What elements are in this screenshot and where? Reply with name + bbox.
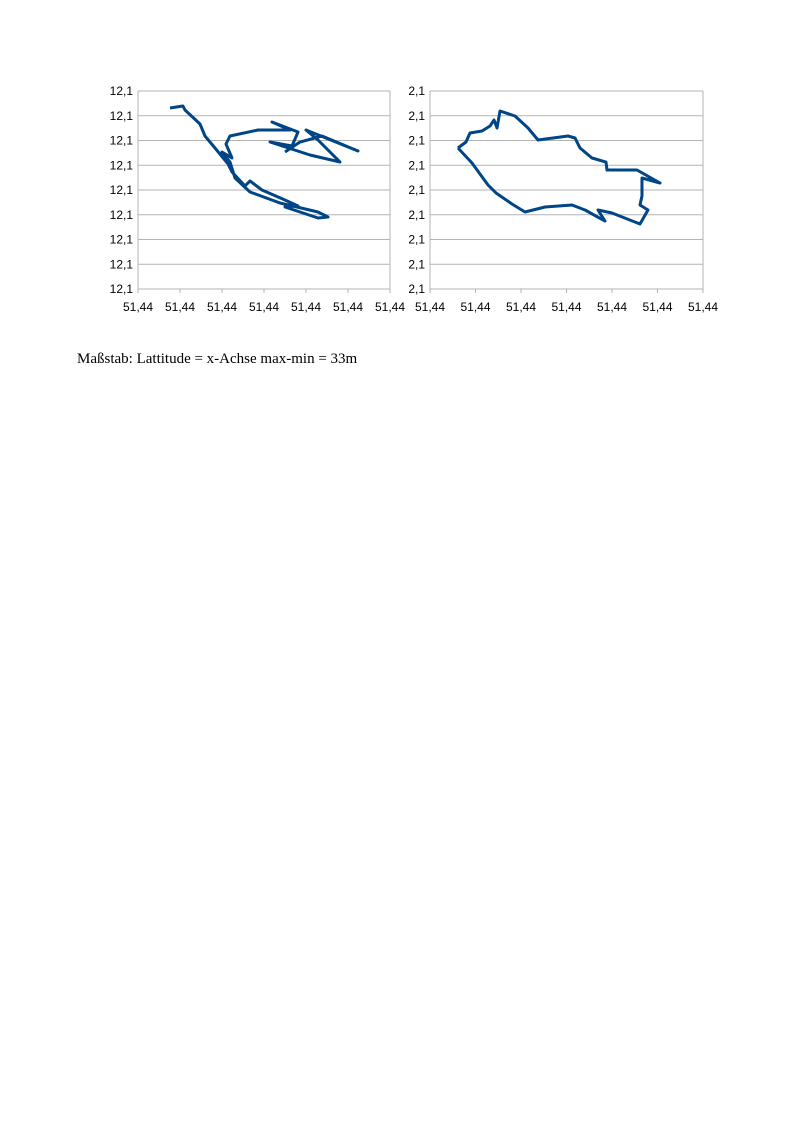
x-tick-label: 51,44 bbox=[207, 300, 237, 314]
y-tick-label: 2,1 bbox=[408, 134, 425, 148]
y-tick-label: 2,1 bbox=[408, 282, 425, 296]
y-tick-label: 12,1 bbox=[110, 134, 134, 148]
y-tick-label: 12,1 bbox=[110, 233, 134, 247]
x-tick-label: 51,44 bbox=[460, 300, 490, 314]
y-tick-label: 12,1 bbox=[110, 109, 134, 123]
series-line bbox=[169, 104, 360, 220]
x-tick-label: 51,44 bbox=[165, 300, 195, 314]
x-tick-label: 51,44 bbox=[506, 300, 536, 314]
series-line bbox=[456, 109, 662, 226]
x-tick-label: 51,44 bbox=[642, 300, 672, 314]
y-tick-label: 2,1 bbox=[408, 158, 425, 172]
y-tick-label: 2,1 bbox=[408, 208, 425, 222]
caption: Maßstab: Lattitude = x-Achse max-min = 3… bbox=[77, 351, 358, 367]
y-tick-label: 2,1 bbox=[408, 109, 425, 123]
y-tick-label: 2,1 bbox=[408, 257, 425, 271]
y-tick-label: 12,1 bbox=[110, 282, 134, 296]
y-tick-label: 2,1 bbox=[408, 233, 425, 247]
y-tick-label: 2,1 bbox=[408, 183, 425, 197]
y-tick-label: 12,1 bbox=[110, 158, 134, 172]
y-tick-label: 2,1 bbox=[408, 84, 425, 98]
x-tick-label: 51,44 bbox=[249, 300, 279, 314]
x-tick-label: 51,44 bbox=[551, 300, 581, 314]
x-tick-label: 51,44 bbox=[123, 300, 153, 314]
x-tick-label: 51,44 bbox=[375, 300, 405, 314]
x-tick-label: 51,44 bbox=[597, 300, 627, 314]
y-tick-label: 12,1 bbox=[110, 183, 134, 197]
y-tick-label: 12,1 bbox=[110, 257, 134, 271]
x-tick-label: 51,44 bbox=[688, 300, 718, 314]
x-tick-label: 51,44 bbox=[291, 300, 321, 314]
charts: 12,1 12,1 12,1 12,1 12,1 12,1 12,1 12,1 12,1 51,4… bbox=[110, 84, 719, 314]
y-tick-label: 12,1 bbox=[110, 208, 134, 222]
x-tick-label: 51,44 bbox=[333, 300, 363, 314]
y-tick-label: 12,1 bbox=[110, 84, 134, 98]
x-tick-label: 51,44 bbox=[415, 300, 445, 314]
